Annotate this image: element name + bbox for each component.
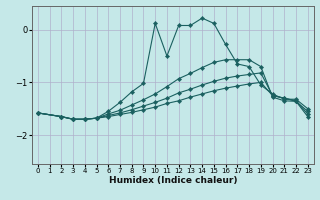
X-axis label: Humidex (Indice chaleur): Humidex (Indice chaleur) bbox=[108, 176, 237, 185]
